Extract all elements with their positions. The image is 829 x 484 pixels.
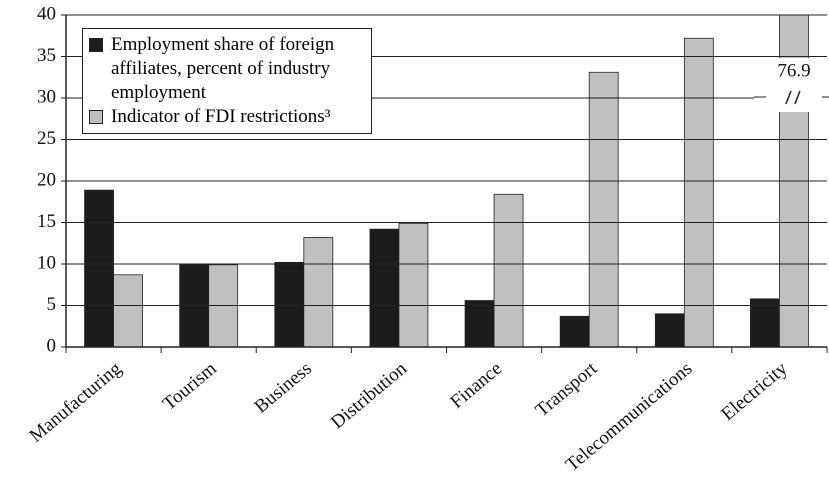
y-tick-label: 10 (37, 252, 56, 273)
y-tick-label: 20 (37, 169, 56, 190)
legend-swatch (89, 38, 103, 52)
bar (84, 189, 114, 348)
break-mark (785, 90, 792, 105)
bar (559, 315, 590, 348)
bar (683, 37, 714, 348)
y-tick-label: 5 (47, 294, 57, 315)
legend-swatch (89, 110, 103, 124)
bar (369, 228, 400, 348)
bar (654, 313, 685, 348)
x-tick-label: Distribution (327, 358, 411, 433)
legend-label: Employment share of foreign affiliates, … (111, 34, 335, 103)
y-tick-label: 40 (37, 3, 56, 24)
x-tick-label: Business (251, 358, 316, 418)
y-tick-label: 30 (37, 86, 56, 107)
bar (464, 300, 495, 348)
bar (750, 298, 780, 348)
legend: Employment share of foreign affiliates, … (82, 28, 372, 134)
x-tick-label: Tourism (159, 358, 221, 415)
bar (779, 15, 809, 348)
bar (274, 261, 305, 348)
bar (493, 193, 524, 348)
break-mark (794, 90, 801, 105)
value-label: 76.9 (777, 60, 810, 81)
y-tick-label: 25 (37, 128, 56, 149)
bar (398, 222, 429, 348)
y-tick-label: 15 (37, 211, 56, 232)
y-tick-label: 35 (37, 45, 56, 66)
legend-label: Indicator of FDI restrictions³ (111, 106, 331, 127)
x-tick-label: Transport (532, 358, 602, 422)
bar (588, 71, 619, 348)
legend-item: Indicator of FDI restrictions³ (89, 105, 365, 129)
bar (303, 237, 334, 348)
bar (113, 274, 143, 348)
y-tick-label: 0 (47, 335, 57, 356)
x-tick-label: Electricity (717, 358, 791, 425)
x-tick-label: Manufacturing (26, 358, 126, 447)
legend-item: Employment share of foreign affiliates, … (89, 33, 365, 105)
x-tick-label: Finance (446, 358, 506, 413)
break-box (753, 58, 829, 112)
